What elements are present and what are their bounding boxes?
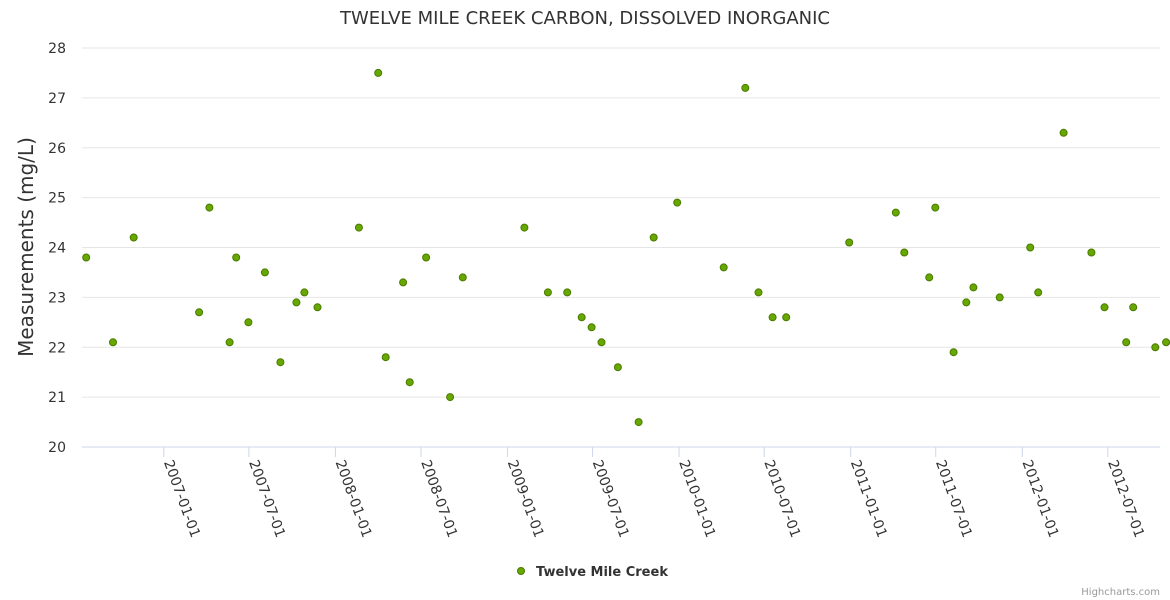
data-point-2009-05-08[interactable] bbox=[563, 288, 572, 297]
y-tick-label-27: 27 bbox=[48, 91, 66, 107]
y-tick-label-21: 21 bbox=[48, 390, 66, 406]
data-points bbox=[82, 68, 1170, 427]
data-point-2011-04-07[interactable] bbox=[891, 208, 900, 217]
data-point-2012-06-24[interactable] bbox=[1100, 303, 1109, 312]
data-point-2007-08-04[interactable] bbox=[260, 268, 269, 277]
data-point-2012-11-02[interactable] bbox=[1162, 338, 1170, 347]
data-point-2008-02-20[interactable] bbox=[354, 223, 363, 232]
data-point-2009-02-06[interactable] bbox=[520, 223, 529, 232]
data-point-2006-09-15[interactable] bbox=[109, 338, 117, 347]
y-tick-label-25: 25 bbox=[48, 191, 66, 207]
data-point-2012-05-27[interactable] bbox=[1087, 248, 1096, 257]
data-point-2007-06-30[interactable] bbox=[244, 318, 253, 327]
data-point-2007-04-08[interactable] bbox=[205, 203, 214, 212]
y-tick-label-22: 22 bbox=[48, 340, 66, 356]
data-point-2007-05-21[interactable] bbox=[225, 338, 234, 347]
data-point-2010-04-06[interactable] bbox=[719, 263, 728, 272]
legend[interactable]: Twelve Mile Creek bbox=[517, 565, 669, 580]
chart-title: TWELVE MILE CREEK CARBON, DISSOLVED INOR… bbox=[339, 8, 830, 29]
data-point-2011-06-17[interactable] bbox=[925, 273, 934, 282]
credits-link[interactable]: Highcharts.com bbox=[1081, 587, 1160, 598]
data-point-2011-04-25[interactable] bbox=[900, 248, 909, 257]
data-point-2007-10-10[interactable] bbox=[292, 298, 301, 307]
data-point-2009-03-28[interactable] bbox=[543, 288, 552, 297]
y-tick-label-26: 26 bbox=[48, 141, 66, 157]
legend-item-twelve-mile-creek[interactable]: Twelve Mile Creek bbox=[536, 565, 668, 580]
data-point-2009-11-08[interactable] bbox=[649, 233, 658, 242]
data-point-2011-09-04[interactable] bbox=[962, 298, 971, 307]
data-point-2009-08-24[interactable] bbox=[613, 363, 622, 372]
data-point-2012-08-24[interactable] bbox=[1129, 303, 1138, 312]
gridlines bbox=[82, 47, 1160, 398]
data-point-2008-09-01[interactable] bbox=[446, 393, 455, 402]
data-point-2012-01-18[interactable] bbox=[1026, 243, 1035, 252]
data-point-2007-10-27[interactable] bbox=[300, 288, 309, 297]
data-point-2008-04-17[interactable] bbox=[381, 353, 390, 362]
data-point-2012-08-09[interactable] bbox=[1122, 338, 1131, 347]
data-point-2010-08-17[interactable] bbox=[782, 313, 791, 322]
data-point-2009-06-29[interactable] bbox=[587, 323, 596, 332]
data-point-2006-10-29[interactable] bbox=[129, 233, 138, 242]
data-point-2007-09-06[interactable] bbox=[276, 358, 285, 367]
y-axis-title: Measurements (mg/L) bbox=[14, 137, 38, 357]
data-point-2008-04-01[interactable] bbox=[374, 68, 383, 77]
data-point-2008-05-24[interactable] bbox=[399, 278, 408, 287]
data-point-2008-09-28[interactable] bbox=[458, 273, 467, 282]
data-point-2008-06-07[interactable] bbox=[405, 378, 414, 387]
y-axis-ticks: 20 21 22 23 24 25 26 27 28 bbox=[48, 41, 66, 456]
data-point-2010-12-29[interactable] bbox=[845, 238, 854, 247]
data-point-2010-06-19[interactable] bbox=[754, 288, 763, 297]
data-point-2009-12-28[interactable] bbox=[673, 198, 682, 207]
data-point-2011-06-30[interactable] bbox=[931, 203, 940, 212]
data-point-2009-10-07[interactable] bbox=[634, 418, 643, 427]
data-point-2011-08-08[interactable] bbox=[949, 348, 958, 357]
y-tick-label-28: 28 bbox=[48, 41, 66, 57]
data-point-2011-09-19[interactable] bbox=[969, 283, 978, 292]
data-point-2010-07-19[interactable] bbox=[768, 313, 777, 322]
data-point-2010-05-22[interactable] bbox=[741, 83, 750, 92]
y-tick-label-23: 23 bbox=[48, 290, 66, 306]
data-point-2012-02-04[interactable] bbox=[1034, 288, 1043, 297]
y-tick-label-24: 24 bbox=[48, 241, 66, 257]
data-point-2007-06-04[interactable] bbox=[232, 253, 241, 262]
data-point-2006-07-20[interactable] bbox=[82, 253, 91, 262]
y-tick-label-20: 20 bbox=[48, 440, 66, 456]
data-point-2012-03-29[interactable] bbox=[1059, 128, 1068, 137]
legend-marker[interactable] bbox=[517, 567, 525, 575]
data-point-2009-07-20[interactable] bbox=[597, 338, 606, 347]
data-point-2011-11-14[interactable] bbox=[995, 293, 1004, 302]
data-point-2007-03-17[interactable] bbox=[195, 308, 204, 317]
data-point-2008-07-12[interactable] bbox=[422, 253, 431, 262]
data-point-2012-10-10[interactable] bbox=[1151, 343, 1160, 352]
data-point-2009-06-08[interactable] bbox=[577, 313, 586, 322]
data-point-2007-11-24[interactable] bbox=[313, 303, 322, 312]
